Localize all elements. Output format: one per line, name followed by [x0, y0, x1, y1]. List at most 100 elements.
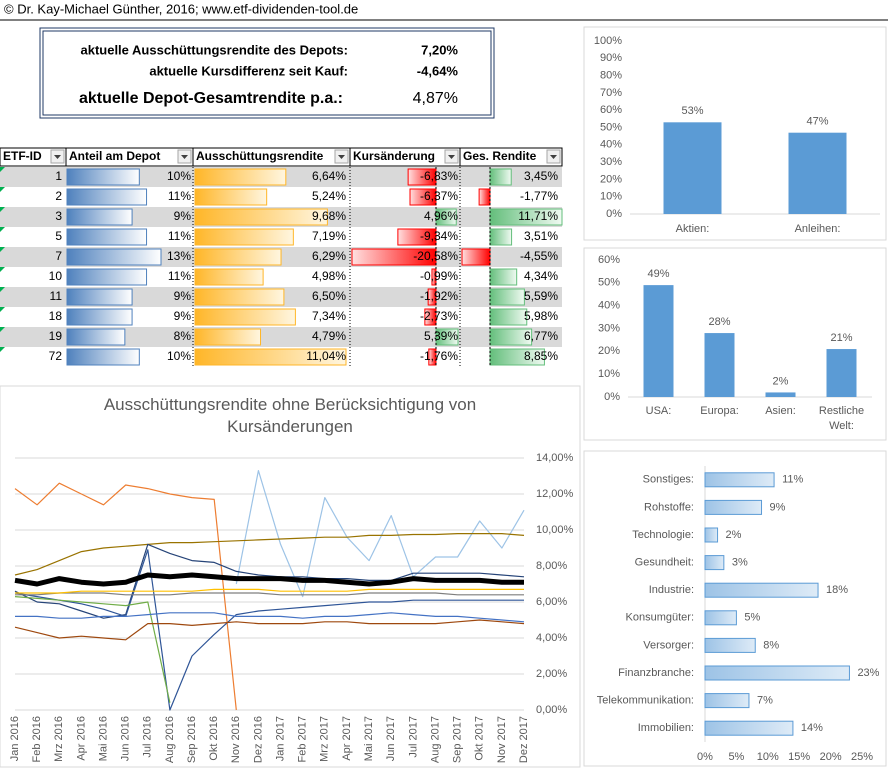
cell-marker [0, 267, 5, 272]
filter-arrow [550, 155, 557, 159]
bar [704, 665, 850, 681]
y-tick-label: 60% [600, 104, 622, 116]
row-background [0, 327, 562, 347]
x-tick-label: Nov 2016 [230, 716, 242, 763]
y-tick-label: 12,00% [536, 488, 574, 500]
x-tick-label: 5% [728, 751, 744, 763]
x-tick-label: 10% [757, 751, 779, 763]
x-tick-label: Aug 2016 [164, 716, 176, 763]
value-label: 2% [726, 529, 742, 541]
x-tick-label: 20% [820, 751, 842, 763]
cell-ausschuettung: 4,98% [312, 269, 346, 283]
column-header: Ges. Rendite [463, 149, 537, 163]
data-bar [66, 228, 148, 246]
data-bar [489, 168, 512, 186]
data-bar [194, 288, 285, 306]
summary-value: 7,20% [421, 42, 458, 57]
cell-ausschuettung: 6,64% [312, 169, 346, 183]
cell-ausschuettung: 6,50% [312, 289, 346, 303]
y-tick-label: 80% [600, 70, 622, 82]
cell-kurs: -0,99% [420, 269, 458, 283]
data-bar [66, 308, 133, 326]
value-label: 11% [782, 474, 803, 486]
cell-gesamt: -1,77% [520, 189, 558, 203]
x-tick-label: Aktien: [675, 223, 710, 235]
cell-id: 18 [49, 309, 63, 323]
x-tick-label: Dez 2017 [518, 716, 530, 763]
data-bar [194, 168, 287, 186]
value-label: 28% [708, 316, 730, 328]
cell-id: 1 [55, 169, 62, 183]
x-tick-label: Jun 2016 [120, 716, 132, 761]
x-tick-label-box: Europa: [700, 405, 739, 417]
y-tick-label: 70% [600, 87, 622, 99]
series-line [14, 596, 171, 703]
y-tick-label: 0% [604, 391, 620, 403]
bar [663, 122, 722, 214]
bar [704, 693, 750, 709]
bar [826, 349, 857, 397]
x-tick-label: Sep 2016 [186, 716, 198, 763]
x-tick-label: Anleihen: [794, 223, 841, 235]
value-label: 14% [801, 722, 823, 734]
bar [704, 472, 775, 488]
x-tick-label: Feb 2016 [31, 716, 43, 762]
data-bar [66, 348, 140, 366]
value-label: 8% [763, 639, 779, 651]
data-bar [194, 328, 262, 346]
y-tick-label: 14,00% [536, 452, 574, 464]
series-line [15, 612, 525, 623]
cell-ausschuettung: 9,68% [312, 209, 346, 223]
y-tick-label: 6,00% [536, 596, 567, 608]
header-title: © Dr. Kay-Michael Günther, 2016; www.etf… [4, 1, 358, 16]
y-tick-label: Immobilien: [638, 722, 694, 734]
cell-anteil: 11% [168, 229, 191, 243]
data-bar [489, 288, 525, 306]
bar [704, 499, 763, 515]
data-bar [66, 268, 148, 286]
y-tick-label: 30% [598, 322, 620, 334]
value-label: 9% [770, 501, 786, 513]
x-tick-label: Jan 2016 [9, 716, 21, 761]
data-bar [66, 248, 162, 266]
cell-gesamt: 11,71% [518, 209, 558, 223]
x-tick-label: Okt 2017 [474, 716, 486, 761]
cell-kurs: 5,39% [424, 329, 458, 343]
cell-gesamt: 3,51% [524, 229, 558, 243]
x-tick-label: Feb 2017 [297, 716, 309, 762]
bar [704, 637, 756, 653]
y-tick-label: 10% [598, 368, 620, 380]
y-tick-label: 0,00% [536, 704, 567, 716]
cell-id: 72 [49, 349, 63, 363]
y-tick-label: 40% [598, 300, 620, 312]
column-header: Anteil am Depot [69, 149, 160, 163]
y-tick-label: Konsumgüter: [626, 612, 694, 624]
cell-ausschuettung: 7,34% [312, 309, 346, 323]
y-tick-label: 10,00% [536, 524, 574, 536]
cell-kurs: -2,73% [420, 309, 458, 323]
x-tick-label: Aug 2017 [429, 716, 441, 763]
y-tick-label: Technologie: [632, 529, 694, 541]
x-tick-label: USA: [645, 405, 672, 417]
y-tick-label: 30% [600, 156, 622, 168]
x-tick-label: Apr 2017 [341, 716, 353, 761]
y-tick-label: Sonstiges: [643, 474, 694, 486]
data-bar [66, 288, 133, 306]
x-tick-label: Mai 2017 [363, 716, 375, 761]
x-tick-label: 25% [851, 751, 873, 763]
y-tick-label: 50% [600, 121, 622, 133]
filter-arrow [448, 155, 455, 159]
y-tick-label: 8,00% [536, 560, 567, 572]
y-tick-label: 60% [598, 254, 620, 266]
series-line [14, 619, 525, 641]
data-bar [66, 328, 126, 346]
data-bar [194, 268, 264, 286]
cell-ausschuettung: 11,04% [306, 349, 346, 363]
value-label: 23% [857, 667, 879, 679]
value-label: 3% [732, 557, 748, 569]
x-tick-label-box: Anleihen: [794, 223, 841, 235]
filter-arrow [54, 155, 61, 159]
column-header: Ausschüttungsrendite [196, 149, 324, 163]
x-tick-label: Dez 2016 [252, 716, 264, 763]
